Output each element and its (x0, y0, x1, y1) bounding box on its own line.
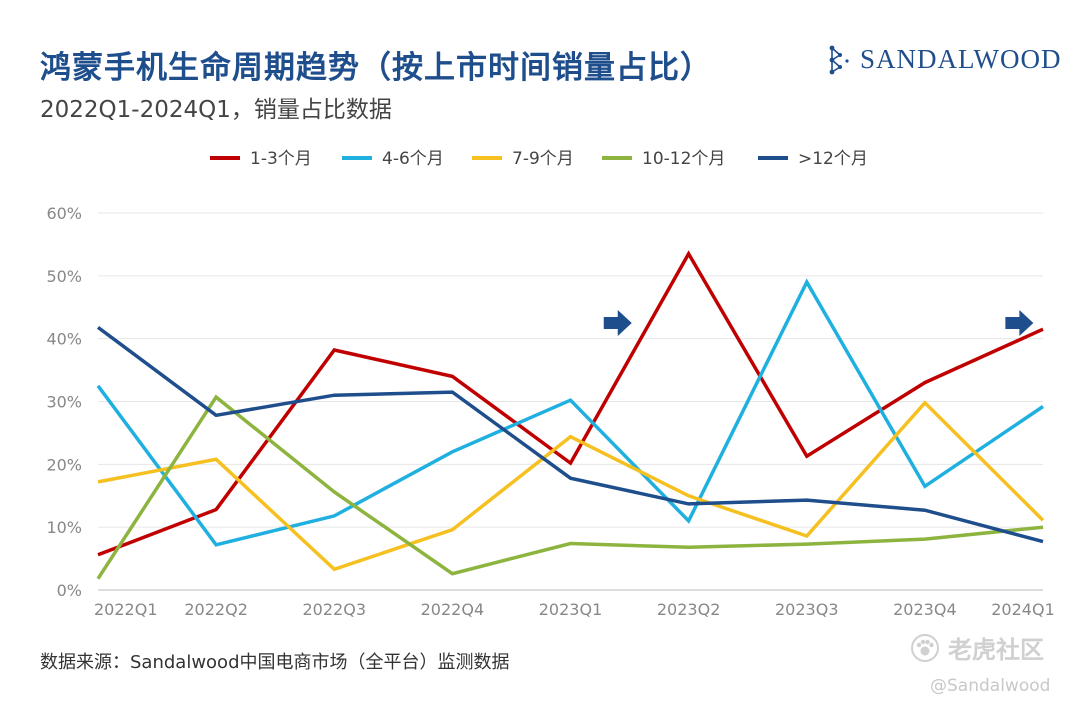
arrow-annotation-icon (1005, 309, 1034, 336)
series-line-0 (97, 250, 1044, 557)
line-chart: 0%10%20%30%40%50%60% 2022Q1 2022Q2 2022Q3 2… (46, 149, 1055, 619)
x-tick-label: 2024Q1 (991, 600, 1055, 619)
x-axis-ticks: 2022Q1 2022Q2 2022Q3 2022Q4 2023Q1 2023Q2 2023… (94, 600, 1055, 619)
watermark-handle: @Sandalwood (930, 676, 1051, 696)
x-tick-label: 2023Q2 (657, 600, 721, 619)
brand-logo: SANDALWOOD (826, 44, 1061, 75)
series-line-2 (97, 400, 1045, 572)
x-tick-label: 2023Q4 (893, 600, 957, 619)
watermark: 老虎社区 (910, 630, 1044, 665)
sandalwood-logo-icon (829, 45, 849, 74)
y-tick-label: 40% (46, 330, 82, 349)
annotations (603, 309, 1034, 336)
series-line-4 (96, 325, 1044, 544)
legend-label: >12个月 (798, 149, 868, 169)
series-lines (96, 250, 1045, 580)
y-tick-label: 10% (46, 518, 82, 537)
tiger-paw-icon (911, 633, 939, 662)
series-line-3 (96, 394, 1044, 580)
y-tick-label: 30% (46, 393, 82, 412)
y-tick-label: 0% (57, 581, 82, 600)
y-tick-label: 20% (46, 455, 82, 474)
page-subtitle: 2022Q1-2024Q1，销量占比数据 (40, 97, 392, 123)
series-line-1 (96, 278, 1044, 547)
x-tick-label: 2022Q3 (303, 600, 367, 619)
y-axis-ticks: 0% 10% 20% 30% 40% 50% 60% (46, 204, 82, 600)
arrow-annotation-icon (603, 309, 632, 336)
y-tick-label: 50% (46, 267, 82, 286)
x-tick-label: 2023Q1 (539, 600, 603, 619)
x-tick-label: 2023Q3 (775, 600, 839, 619)
legend: 1-3个月 4-6个月 7-9个月 10-12个月 >12个月 (210, 149, 868, 169)
legend-label: 4-6个月 (382, 149, 444, 169)
watermark-text: 老虎社区 (948, 636, 1044, 664)
page-title: 鸿蒙手机生命周期趋势（按上市时间销量占比） (40, 50, 712, 86)
y-tick-label: 60% (46, 204, 82, 223)
x-tick-label: 2022Q1 (94, 600, 158, 619)
legend-label: 10-12个月 (642, 149, 725, 169)
x-tick-label: 2022Q2 (184, 600, 248, 619)
brand-logo-text: SANDALWOOD (860, 44, 1062, 74)
x-tick-label: 2022Q4 (421, 600, 485, 619)
legend-label: 7-9个月 (512, 149, 574, 169)
legend-label: 1-3个月 (250, 149, 312, 169)
data-source-note: 数据来源：Sandalwood中国电商市场（全平台）监测数据 (40, 652, 510, 673)
